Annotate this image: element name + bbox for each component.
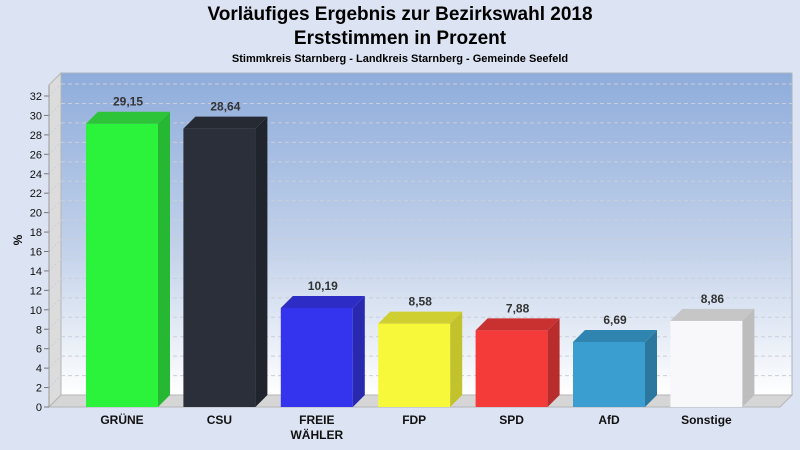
value-label: 8,86 (701, 292, 725, 306)
category-label: WÄHLER (290, 427, 343, 442)
category-label: FDP (402, 413, 426, 427)
bar-top (475, 318, 560, 331)
bar-front (378, 323, 451, 407)
value-label: 8,58 (409, 295, 433, 309)
bar (280, 295, 365, 407)
y-tick-label: 28 (30, 130, 42, 142)
gridline-side (48, 239, 62, 252)
gridline-side (48, 336, 62, 350)
value-labels: 29,15 28,64 10,19 8,58 7,88 6,69 8,86 (113, 95, 724, 327)
bar-top (86, 111, 170, 124)
bar-top (670, 308, 755, 321)
gridline-side (48, 355, 62, 369)
bar-side (158, 111, 170, 408)
y-tick-label: 2 (36, 383, 42, 395)
value-label: 10,19 (308, 279, 338, 293)
category-label: SPD (499, 413, 524, 427)
bar-front (573, 341, 645, 407)
bar (378, 311, 463, 407)
gridline-side (48, 278, 62, 291)
chart-location-subtitle: Stimmkreis Starnberg - Landkreis Starnbe… (231, 53, 569, 65)
value-label: 6,69 (603, 313, 627, 327)
gridline-side (48, 122, 62, 136)
y-tick-label: 10 (30, 305, 42, 317)
y-tick-label: 6 (36, 344, 42, 356)
y-tick-label: 32 (30, 91, 42, 103)
value-label: 29,15 (113, 95, 143, 109)
bar-top (280, 295, 365, 308)
y-tick-label: 24 (30, 169, 42, 181)
y-tick-label: 12 (30, 285, 42, 297)
bar-side (645, 329, 657, 407)
bar (183, 116, 268, 407)
category-label: CSU (207, 413, 232, 427)
category-label: Sonstige (681, 413, 732, 427)
category-label: GRÜNE (100, 412, 143, 427)
y-tick-label: 18 (30, 227, 42, 239)
gridline-side (48, 375, 62, 388)
bars (86, 111, 755, 408)
gridline-side (48, 103, 62, 116)
y-tick-label: 4 (36, 363, 42, 375)
gridline-side (48, 141, 62, 155)
y-tick-label: 30 (30, 110, 42, 122)
bar-side (742, 308, 755, 407)
chart-title: Vorläufiges Ergebnis zur Bezirkswahl 201… (207, 4, 593, 25)
category-label: FREIE (299, 413, 334, 427)
bar (475, 318, 560, 407)
bar-side (352, 295, 365, 407)
bar (86, 111, 170, 408)
bar-top (183, 116, 268, 129)
value-label: 7,88 (506, 301, 530, 315)
bar-front (670, 320, 743, 407)
y-axis-label: % (11, 234, 25, 245)
y-tick-label: 22 (30, 188, 42, 200)
bar-front (86, 123, 158, 408)
bar (573, 329, 657, 407)
bar-side (547, 318, 560, 407)
y-tick-label: 0 (36, 402, 42, 414)
y-tick-label: 26 (30, 149, 42, 161)
gridline-side (48, 219, 62, 233)
gridline-side (48, 316, 62, 330)
gridline-side (48, 297, 62, 311)
y-tick-label: 8 (36, 324, 42, 336)
bar-side (255, 116, 268, 407)
bar-front (475, 330, 548, 407)
chart-subtitle: Erststimmen in Prozent (293, 28, 507, 49)
bar-top (573, 329, 657, 342)
gridline-side (48, 180, 62, 194)
gridline-side (48, 161, 62, 175)
bar-front (183, 128, 256, 407)
bar (670, 308, 755, 407)
side-wall (48, 71, 62, 409)
gridline-side (48, 258, 62, 272)
y-tick-label: 20 (30, 208, 42, 220)
bar-top (378, 311, 463, 324)
gridline-side (48, 83, 62, 97)
category-label: AfD (598, 413, 620, 427)
y-tick-label: 16 (30, 247, 42, 259)
bar-side (450, 311, 463, 407)
gridline-side (48, 200, 62, 213)
y-tick-label: 14 (30, 266, 42, 278)
bar-front (280, 307, 353, 407)
value-label: 28,64 (210, 100, 240, 114)
